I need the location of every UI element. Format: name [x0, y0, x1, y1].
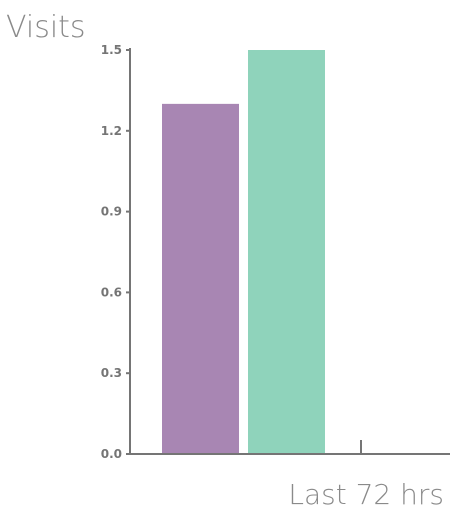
y-tick-label-4: 1.2: [101, 124, 122, 138]
bars-group: [162, 50, 325, 454]
axes-group: [129, 48, 450, 455]
y-tick-label-0: 0.0: [101, 447, 122, 461]
y-axis-label: Visits: [6, 10, 86, 45]
bar-0: [162, 103, 239, 454]
y-ticks-group: 0.0 0.3 0.6 0.9 1.2 1.5: [101, 43, 130, 461]
y-tick-label-2: 0.6: [101, 285, 122, 299]
y-tick-label-3: 0.9: [101, 205, 122, 219]
x-axis-label: Last 72 hrs: [288, 478, 444, 507]
y-tick-label-1: 0.3: [101, 366, 122, 380]
y-tick-label-5: 1.5: [101, 43, 122, 57]
bar-1: [248, 50, 325, 454]
